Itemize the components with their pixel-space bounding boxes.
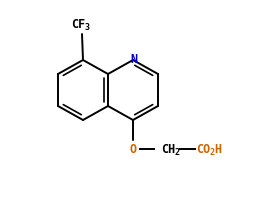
Text: H: H — [214, 142, 221, 155]
Text: 2: 2 — [209, 147, 214, 156]
Text: 3: 3 — [84, 22, 90, 31]
Text: O: O — [129, 143, 137, 156]
Text: N: N — [130, 53, 137, 66]
Text: CO: CO — [196, 142, 210, 155]
Text: CF: CF — [71, 17, 85, 30]
Text: 2: 2 — [174, 147, 179, 156]
Text: CH: CH — [161, 142, 175, 155]
